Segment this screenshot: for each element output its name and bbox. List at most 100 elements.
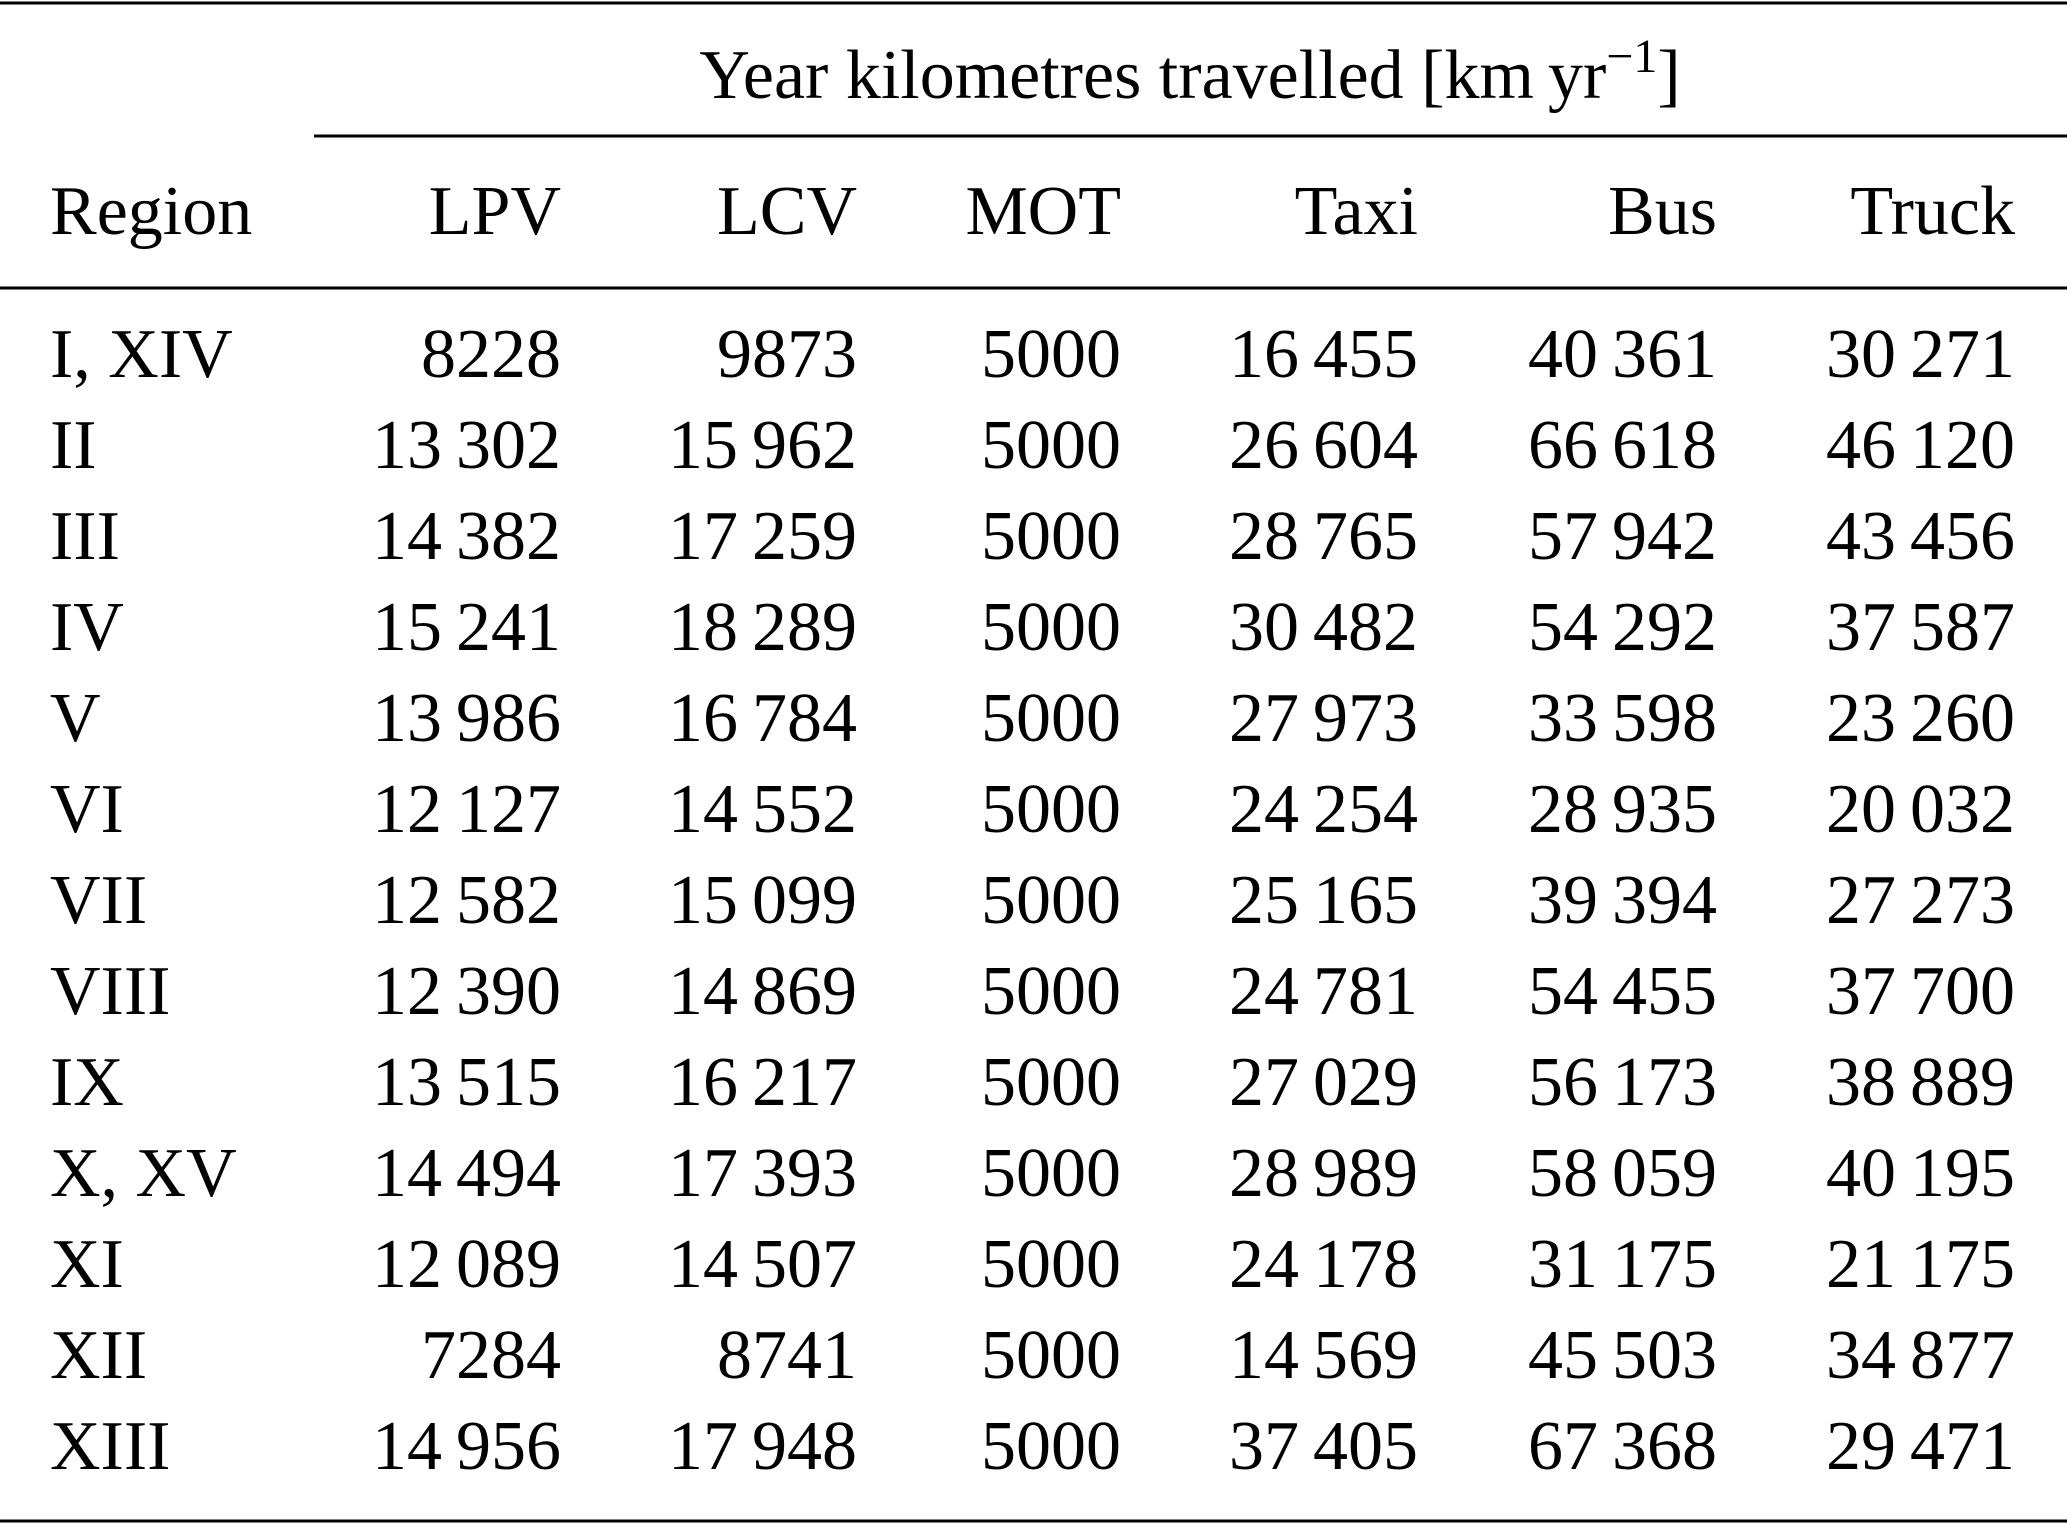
cell: 14 956 xyxy=(372,1408,561,1485)
group-title-exponent: −1 xyxy=(1606,30,1657,83)
cell: 8741 xyxy=(717,1317,857,1394)
cell: 54 455 xyxy=(1528,953,1717,1030)
cell: 54 292 xyxy=(1528,589,1717,666)
cell: 28 765 xyxy=(1229,498,1418,575)
column-header: LPV xyxy=(429,173,561,250)
row-label: II xyxy=(50,407,97,484)
cell: 17 259 xyxy=(668,498,857,575)
cell: 14 382 xyxy=(372,498,561,575)
cell: 5000 xyxy=(981,771,1121,848)
cell: 12 390 xyxy=(372,953,561,1030)
cell: 38 889 xyxy=(1826,1044,2015,1121)
row-label: V xyxy=(50,680,101,757)
cell: 27 273 xyxy=(1826,862,2015,939)
cell: 5000 xyxy=(981,1317,1121,1394)
cell: 28 935 xyxy=(1528,771,1717,848)
cell: 24 178 xyxy=(1229,1226,1418,1303)
row-label: I, XIV xyxy=(50,316,233,393)
cell: 40 361 xyxy=(1528,316,1717,393)
row-label: IX xyxy=(50,1044,124,1121)
cell: 37 405 xyxy=(1229,1408,1418,1485)
cell: 14 552 xyxy=(668,771,857,848)
cell: 13 515 xyxy=(372,1044,561,1121)
cell: 29 471 xyxy=(1826,1408,2015,1485)
cell: 14 494 xyxy=(372,1135,561,1212)
cell: 5000 xyxy=(981,1226,1121,1303)
cell: 5000 xyxy=(981,498,1121,575)
cell: 8228 xyxy=(421,316,561,393)
cell: 27 029 xyxy=(1229,1044,1418,1121)
cell: 33 598 xyxy=(1528,680,1717,757)
row-label: IV xyxy=(50,589,124,666)
column-header: LCV xyxy=(717,173,857,250)
row-label: X, XV xyxy=(50,1135,237,1212)
cell: 39 394 xyxy=(1528,862,1717,939)
cell: 14 869 xyxy=(668,953,857,1030)
cell: 24 254 xyxy=(1229,771,1418,848)
cell: 5000 xyxy=(981,1408,1121,1485)
cell: 16 455 xyxy=(1229,316,1418,393)
cell: 46 120 xyxy=(1826,407,2015,484)
cell: 24 781 xyxy=(1229,953,1418,1030)
cell: 18 289 xyxy=(668,589,857,666)
cell: 9873 xyxy=(717,316,857,393)
group-title: Year kilometres travelled [km yr−1] xyxy=(699,30,1680,114)
cell: 34 877 xyxy=(1826,1317,2015,1394)
cell: 17 393 xyxy=(668,1135,857,1212)
cell: 30 482 xyxy=(1229,589,1418,666)
cell: 5000 xyxy=(981,680,1121,757)
group-title-suffix: ] xyxy=(1657,37,1680,114)
cell: 25 165 xyxy=(1229,862,1418,939)
row-label: III xyxy=(50,498,120,575)
cell: 15 241 xyxy=(372,589,561,666)
cell: 5000 xyxy=(981,1135,1121,1212)
cell: 66 618 xyxy=(1528,407,1717,484)
row-label: XII xyxy=(50,1317,147,1394)
cell: 20 032 xyxy=(1826,771,2015,848)
row-label: VIII xyxy=(50,953,170,1030)
cell: 14 507 xyxy=(668,1226,857,1303)
cell: 28 989 xyxy=(1229,1135,1418,1212)
group-title-prefix: Year kilometres travelled [km yr xyxy=(699,37,1606,114)
cell: 40 195 xyxy=(1826,1135,2015,1212)
cell: 26 604 xyxy=(1229,407,1418,484)
cell: 13 302 xyxy=(372,407,561,484)
row-label: XI xyxy=(50,1226,124,1303)
cell: 13 986 xyxy=(372,680,561,757)
cell: 5000 xyxy=(981,589,1121,666)
cell: 14 569 xyxy=(1229,1317,1418,1394)
cell: 21 175 xyxy=(1826,1226,2015,1303)
cell: 16 217 xyxy=(668,1044,857,1121)
cell: 5000 xyxy=(981,953,1121,1030)
cell: 15 099 xyxy=(668,862,857,939)
row-label: VII xyxy=(50,862,147,939)
cell: 5000 xyxy=(981,862,1121,939)
cell: 5000 xyxy=(981,1044,1121,1121)
cell: 67 368 xyxy=(1528,1408,1717,1485)
column-header: Truck xyxy=(1850,173,2015,250)
cell: 31 175 xyxy=(1528,1226,1717,1303)
cell: 5000 xyxy=(981,407,1121,484)
cell: 23 260 xyxy=(1826,680,2015,757)
column-header: Taxi xyxy=(1295,173,1418,250)
cell: 58 059 xyxy=(1528,1135,1717,1212)
cell: 56 173 xyxy=(1528,1044,1717,1121)
cell: 15 962 xyxy=(668,407,857,484)
row-label: XIII xyxy=(50,1408,170,1485)
cell: 5000 xyxy=(981,316,1121,393)
cell: 16 784 xyxy=(668,680,857,757)
cell: 30 271 xyxy=(1826,316,2015,393)
cell: 27 973 xyxy=(1229,680,1418,757)
cell: 12 089 xyxy=(372,1226,561,1303)
column-header: Region xyxy=(50,173,252,250)
cell: 43 456 xyxy=(1826,498,2015,575)
cell: 17 948 xyxy=(668,1408,857,1485)
cell: 45 503 xyxy=(1528,1317,1717,1394)
column-header: Bus xyxy=(1608,173,1717,250)
cell: 12 127 xyxy=(372,771,561,848)
cell: 7284 xyxy=(421,1317,561,1394)
cell: 12 582 xyxy=(372,862,561,939)
row-label: VI xyxy=(50,771,124,848)
